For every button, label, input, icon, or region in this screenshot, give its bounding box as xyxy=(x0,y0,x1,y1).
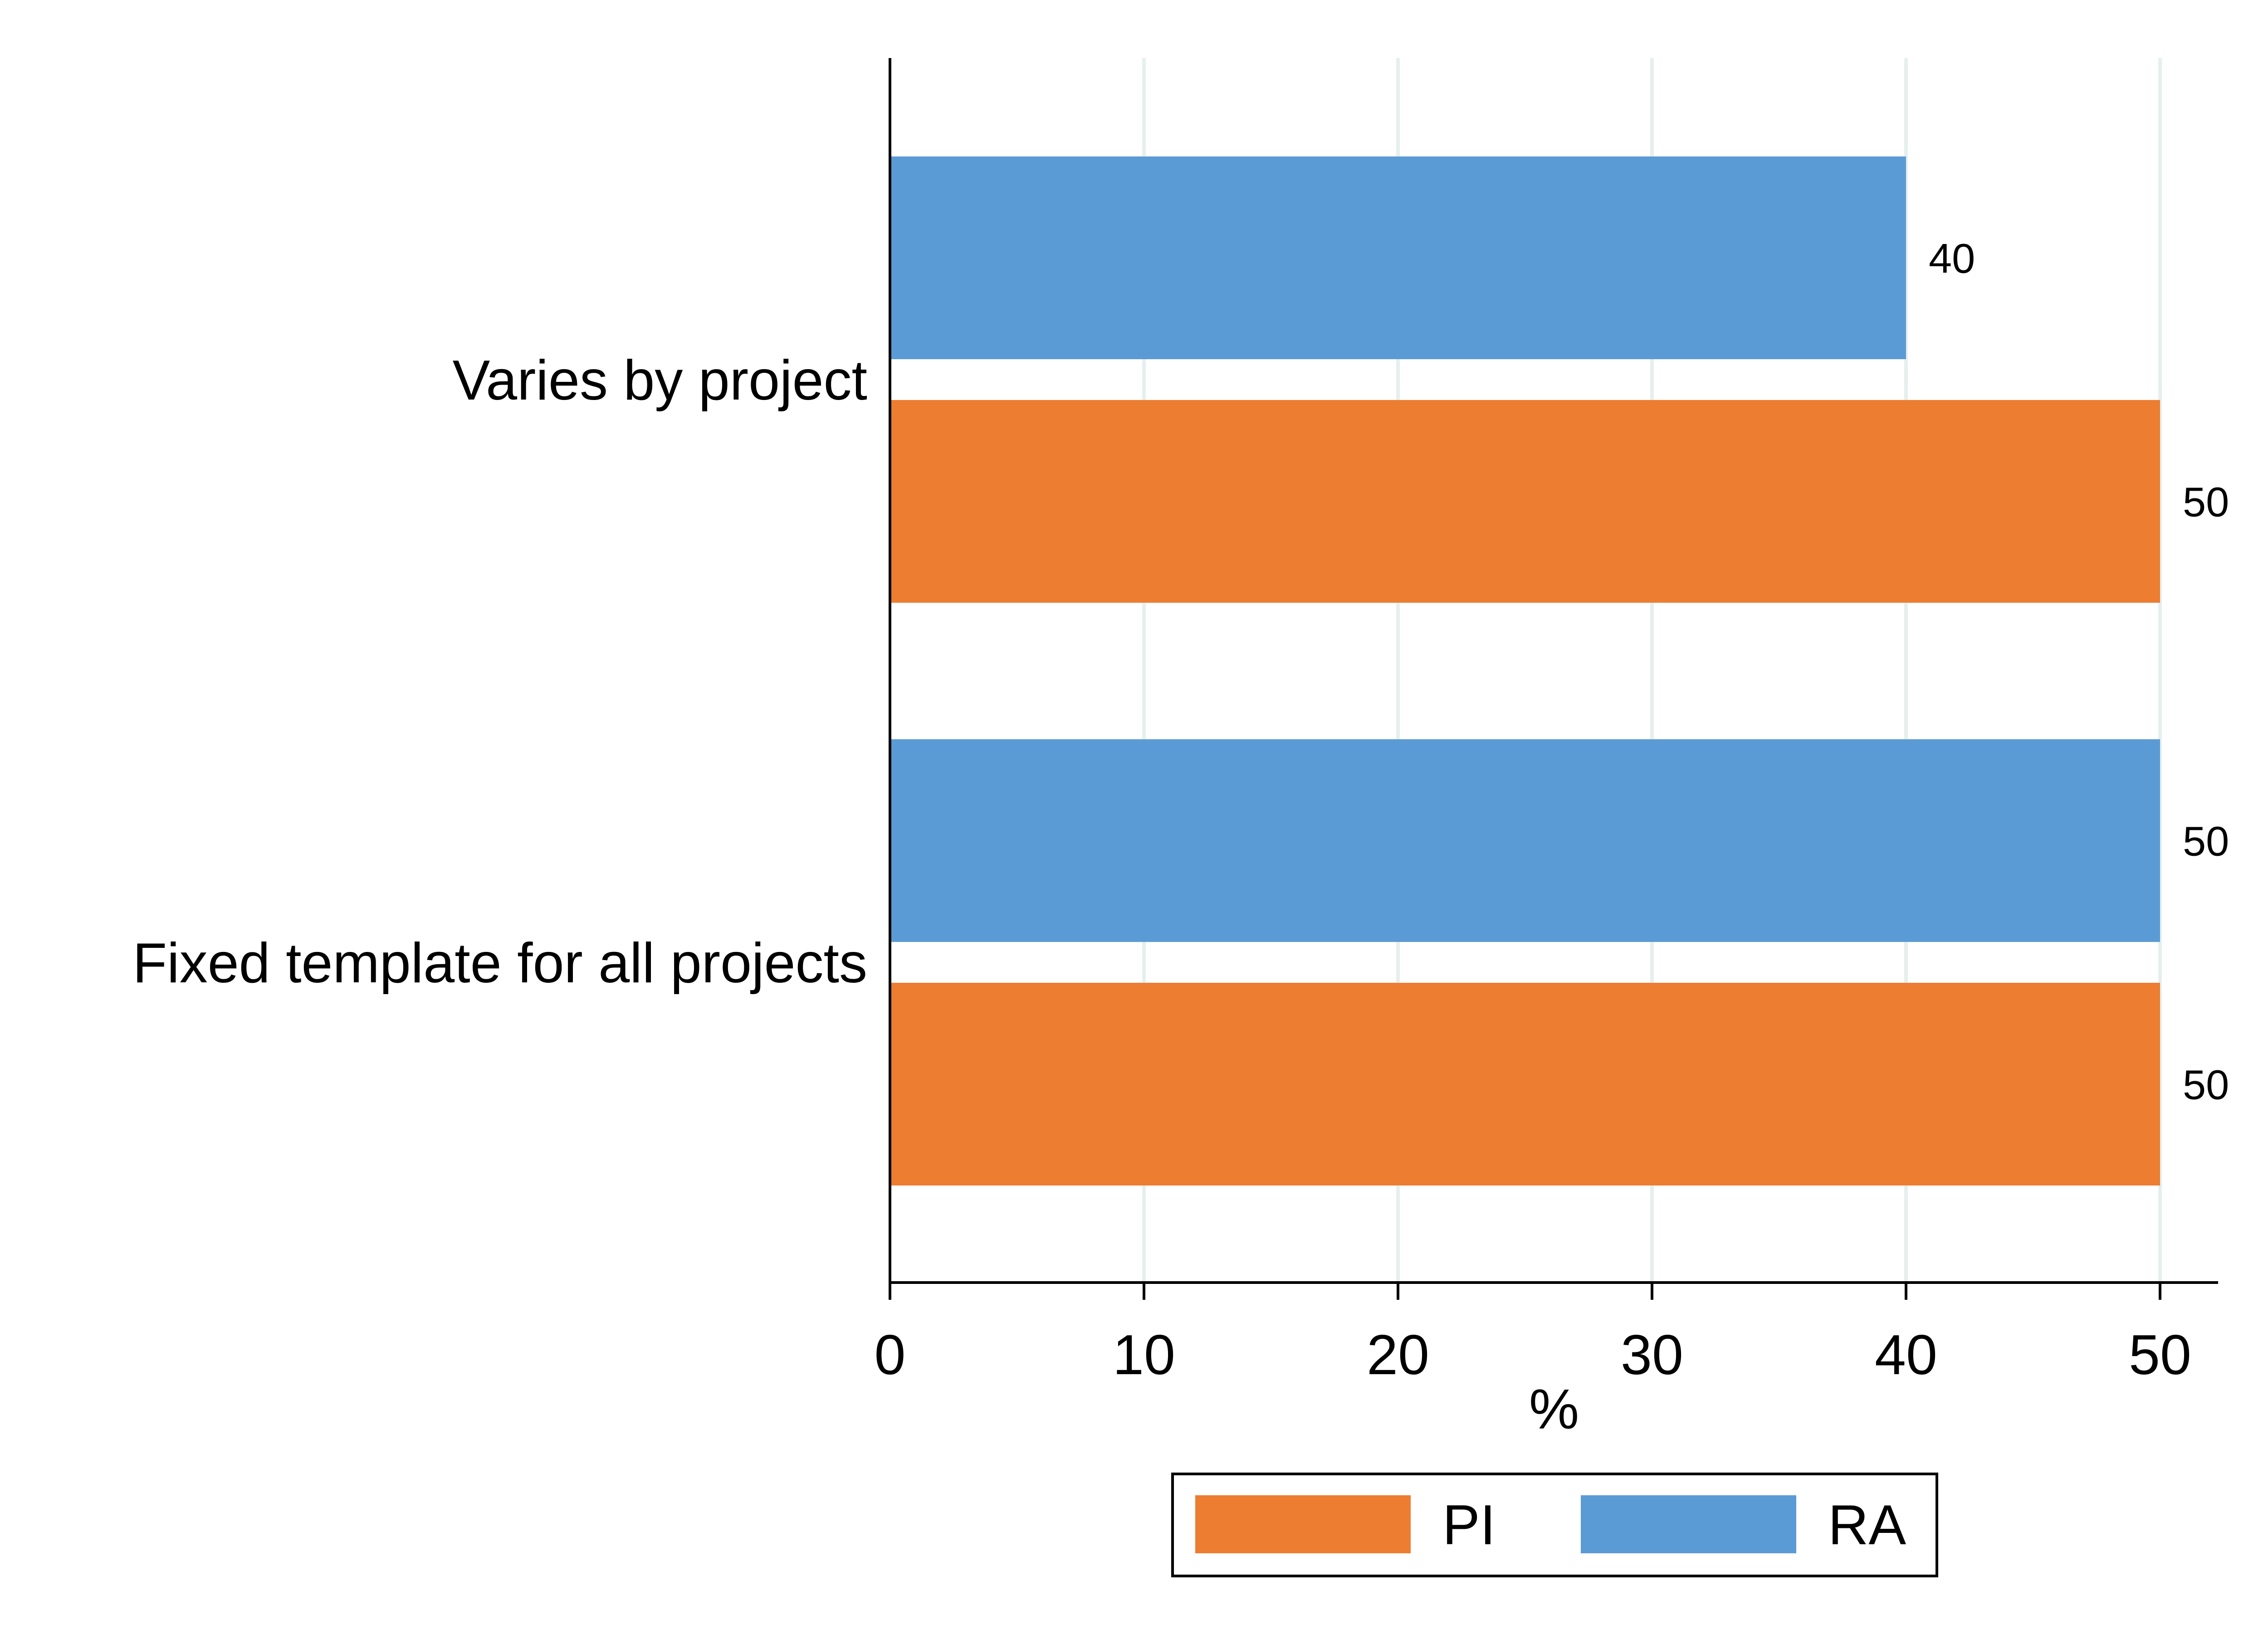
x-tick-label: 10 xyxy=(1113,1324,1175,1386)
bar-pi xyxy=(890,983,2160,1186)
axes xyxy=(889,58,2218,1300)
data-label: 50 xyxy=(2183,819,2229,865)
category-label: Fixed template for all projects xyxy=(132,932,867,995)
legend: PI RA xyxy=(1171,1473,1938,1577)
x-tick-label: 0 xyxy=(875,1324,906,1386)
x-tick-label: 20 xyxy=(1367,1324,1429,1386)
bar-pi xyxy=(890,400,2160,603)
legend-label: RA xyxy=(1828,1494,1906,1556)
x-tick-label: 30 xyxy=(1621,1324,1683,1386)
legend-swatch-ra xyxy=(1581,1495,1796,1553)
data-label: 40 xyxy=(1929,236,1975,282)
x-tick-label: 40 xyxy=(1875,1324,1937,1386)
bar-ra xyxy=(890,739,2160,942)
x-axis-title: % xyxy=(1529,1378,1579,1441)
category-label: Varies by project xyxy=(453,349,867,412)
legend-swatch-pi xyxy=(1195,1495,1411,1553)
data-label: 50 xyxy=(2183,479,2229,526)
bar-ra xyxy=(890,156,1906,359)
legend-label: PI xyxy=(1442,1494,1496,1556)
labels: 0 10 20 30 40 50 40 50 Varies by project 50 50 Fixe… xyxy=(132,236,2229,1387)
x-tick-label: 50 xyxy=(2129,1324,2191,1386)
data-label: 50 xyxy=(2183,1062,2229,1108)
bars xyxy=(890,156,2160,1186)
